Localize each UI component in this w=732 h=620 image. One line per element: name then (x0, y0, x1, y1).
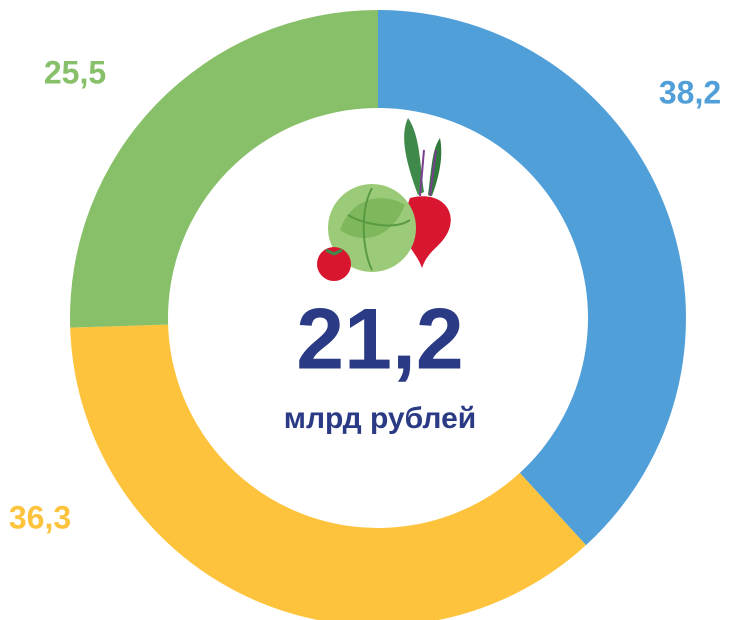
data-label: 38,2 (659, 74, 721, 110)
donut-segment (378, 10, 686, 546)
data-label: 25,5 (44, 54, 106, 90)
center-caption: млрд рублей (284, 402, 476, 435)
donut-segment (69, 10, 378, 328)
center-value: 21,2 (296, 292, 463, 388)
donut-segment (70, 324, 587, 620)
data-label: 36,3 (9, 499, 71, 535)
vegetables-icon (317, 118, 451, 281)
